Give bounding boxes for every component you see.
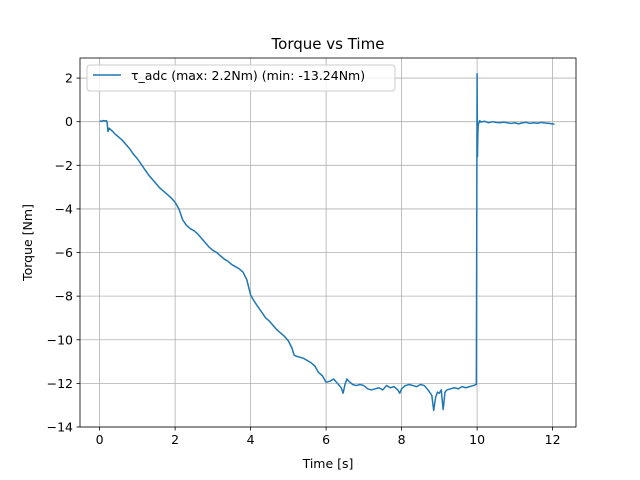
y-tick-label: −14 [47,420,73,435]
legend: τ_adc (max: 2.2Nm) (min: -13.24Nm) [86,64,396,92]
y-tick-label: 2 [65,71,73,86]
x-axis-label: Time [s] [302,456,354,471]
x-tick-label: 12 [545,432,561,447]
x-tick-label: 10 [469,432,485,447]
series-layer [99,72,555,412]
x-tick-label: 8 [398,432,406,447]
x-tick-label: 4 [247,432,255,447]
x-tick-label: 0 [96,432,104,447]
ticks: 0 2 4 6 8 10 12 2 0 −2 −4 −6 −8 −10 −12 −14 [47,71,561,447]
y-tick-label: −10 [47,332,73,347]
x-tick-label: 6 [322,432,330,447]
plot-frame [79,57,577,428]
y-tick-label: −12 [47,376,73,391]
x-tick-label: 2 [171,432,179,447]
series-line-tau-adc [99,72,555,412]
legend-box [86,64,396,92]
y-tick-label: −4 [55,201,73,216]
y-tick-label: −2 [55,158,73,173]
y-tick-label: −8 [55,289,73,304]
chart-title: Torque vs Time [271,35,385,53]
legend-entry-label: τ_adc (max: 2.2Nm) (min: -13.24Nm) [131,68,365,83]
y-tick-label: −6 [55,245,73,260]
y-tick-label: 0 [65,114,73,129]
y-axis-label: Torque [Nm] [20,204,35,282]
